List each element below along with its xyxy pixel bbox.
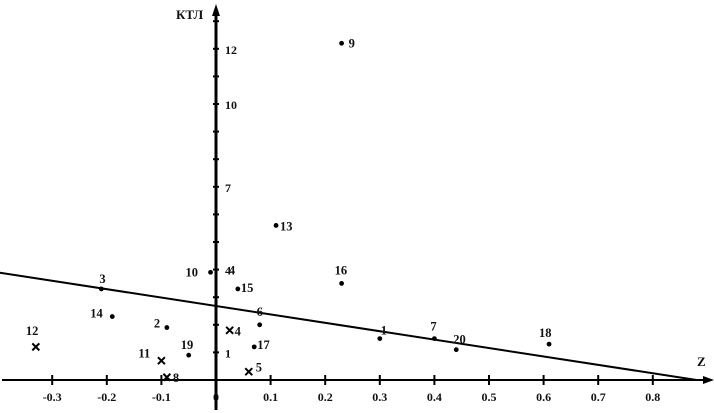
y-tick-label: 4 — [225, 264, 231, 278]
dot-marker-15 — [235, 286, 241, 292]
x-tick-label: 0.3 — [372, 390, 387, 404]
dot-marker-14 — [109, 314, 115, 319]
x-axis-arrow — [703, 376, 714, 384]
regression-line-layer — [0, 271, 697, 381]
dot-marker-3 — [98, 286, 104, 292]
point-label-11: 11 — [138, 347, 150, 361]
x-axis-label: Z — [697, 354, 706, 369]
point-label-1: 1 — [381, 324, 387, 338]
dot-marker-17 — [251, 344, 257, 350]
point-label-9: 9 — [349, 36, 355, 50]
x-tick-label: 0.1 — [263, 390, 278, 404]
point-label-7: 7 — [430, 320, 436, 334]
x-tick-label: 0.4 — [427, 390, 442, 404]
x-tick-label: -0.1 — [152, 390, 171, 404]
y-axis-label: КТЛ — [176, 7, 203, 22]
point-label-8: 8 — [173, 371, 179, 385]
point-label-4: 4 — [235, 324, 242, 338]
cross-marker-12 — [31, 342, 41, 352]
dot-marker-9 — [339, 40, 344, 46]
dot-marker-1 — [377, 336, 383, 341]
point-label-17: 17 — [257, 338, 270, 352]
y-tick-label: 7 — [225, 181, 231, 195]
point-label-14: 14 — [90, 307, 103, 321]
chart-axes: -0.3 -0.2 -0.1 0 0.1 0.2 0.3 0.4 0.5 0.6 0.7 0.8147… — [2, 4, 714, 410]
y-tick-label: 1 — [225, 346, 231, 360]
cross-marker-11 — [157, 356, 166, 365]
point-label-20: 20 — [453, 333, 466, 347]
dot-marker-7 — [432, 336, 437, 341]
x-tick-label: 0.8 — [645, 390, 660, 404]
dot-marker-10 — [208, 269, 213, 275]
dot-marker-16 — [339, 281, 344, 286]
x-tick-label: 0.7 — [591, 390, 606, 404]
point-label-18: 18 — [539, 326, 552, 340]
point-label-6: 6 — [257, 305, 263, 319]
point-label-10: 10 — [186, 265, 199, 279]
x-tick-label: 0.5 — [482, 390, 497, 404]
x-tick-label: 0 — [213, 390, 219, 404]
dot-marker-18 — [546, 341, 552, 347]
x-tick-label: 0.2 — [318, 390, 333, 404]
point-label-13: 13 — [280, 219, 293, 233]
point-label-16: 16 — [335, 263, 348, 277]
point-label-12: 12 — [26, 324, 39, 338]
cross-marker-5 — [244, 367, 253, 376]
y-axis-arrow — [212, 4, 220, 16]
dot-marker-13 — [273, 223, 279, 228]
x-tick-label: -0.3 — [43, 390, 62, 404]
point-label-5: 5 — [256, 361, 262, 375]
point-label-19: 19 — [181, 338, 194, 352]
x-tick-label: 0.6 — [536, 390, 551, 404]
cross-marker-8 — [162, 373, 172, 382]
x-tick-label: -0.2 — [97, 390, 116, 404]
y-tick-label: 10 — [225, 98, 237, 112]
cross-marker-4 — [225, 326, 234, 335]
point-label-2: 2 — [154, 317, 160, 331]
dot-marker-6 — [257, 322, 263, 328]
annotation-label: 4 — [229, 264, 236, 278]
dot-marker-2 — [164, 325, 170, 330]
dot-marker-19 — [186, 352, 192, 358]
point-label-15: 15 — [241, 281, 254, 295]
point-label-3: 3 — [99, 272, 105, 286]
dot-marker-20 — [453, 347, 459, 353]
y-tick-label: 12 — [225, 43, 237, 57]
regression-line — [0, 271, 697, 381]
